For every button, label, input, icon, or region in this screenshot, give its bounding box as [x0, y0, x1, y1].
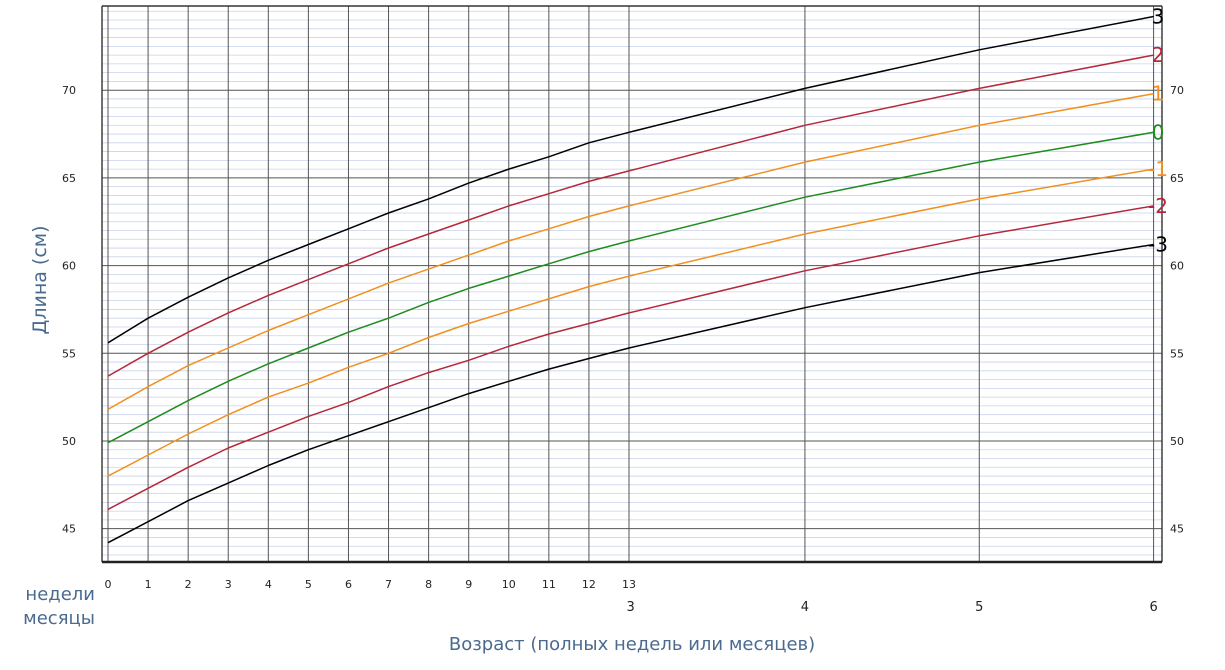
month-tick-label: 6 [1149, 600, 1157, 615]
week-tick-label: 1 [145, 578, 152, 591]
weeks-row-label: недели [25, 584, 95, 605]
week-tick-label: 0 [105, 578, 112, 591]
week-tick-label: 7 [385, 578, 392, 591]
series-label--3: -3 [1148, 233, 1168, 257]
y-tick-label-right: 70 [1170, 84, 1184, 97]
week-tick-label: 10 [502, 578, 516, 591]
series-label-3: 3 [1152, 5, 1165, 29]
series-line-1 [107, 92, 1154, 411]
series-label-0: 0 [1152, 120, 1165, 144]
series-line-2 [107, 54, 1154, 377]
series-line-3 [107, 15, 1154, 344]
y-tick-labels-left: 45 50 55 60 65 70 [62, 84, 76, 535]
series-line--3 [107, 243, 1154, 544]
week-tick-label: 9 [465, 578, 472, 591]
y-tick-label-left: 45 [62, 523, 76, 536]
y-tick-label-right: 50 [1170, 435, 1184, 448]
y-tick-label-right: 60 [1170, 260, 1184, 273]
week-tick-label: 4 [265, 578, 272, 591]
series-line--1 [107, 168, 1154, 477]
y-tick-label-right: 65 [1170, 172, 1184, 185]
week-tick-label: 13 [622, 578, 636, 591]
series-label--2: -2 [1148, 194, 1168, 218]
y-tick-labels-right: 45 50 55 60 65 70 [1170, 84, 1184, 535]
y-tick-label-left: 65 [62, 172, 76, 185]
week-tick-label: 6 [345, 578, 352, 591]
week-tick-label: 8 [425, 578, 432, 591]
x-axis-title: Возраст (полных недель или месяцев) [449, 634, 815, 655]
y-tick-label-left: 55 [62, 347, 76, 360]
series-labels: 3 2 1 0 -1 -2 -3 [1148, 5, 1168, 257]
month-tick-label: 4 [801, 600, 809, 615]
minor-grid [102, 10, 1162, 556]
y-tick-label-left: 70 [62, 84, 76, 97]
major-grid [102, 6, 1162, 562]
month-tick-label: 3 [626, 600, 634, 615]
months-row-label: месяцы [23, 608, 95, 629]
week-tick-labels: 0 1 2 3 4 5 6 7 8 9 10 11 12 13 [105, 578, 636, 591]
y-tick-label-left: 50 [62, 435, 76, 448]
y-tick-label-right: 55 [1170, 347, 1184, 360]
y-tick-label-left: 60 [62, 260, 76, 273]
plot-frame [101, 5, 1163, 564]
week-tick-label: 3 [225, 578, 232, 591]
series-label-2: 2 [1152, 43, 1165, 67]
y-tick-label-right: 45 [1170, 523, 1184, 536]
month-tick-label: 5 [975, 600, 983, 615]
week-tick-label: 11 [542, 578, 556, 591]
y-axis-title: Длина (см) [29, 225, 51, 334]
series-layer [107, 15, 1154, 544]
week-tick-label: 2 [185, 578, 192, 591]
week-tick-label: 12 [582, 578, 596, 591]
series-line--2 [107, 205, 1154, 511]
week-tick-label: 5 [305, 578, 312, 591]
series-label-1: 1 [1152, 82, 1165, 106]
month-tick-labels: 3 4 5 6 [626, 600, 1157, 615]
series-line-0 [107, 131, 1154, 444]
series-label--1: -1 [1148, 157, 1168, 181]
